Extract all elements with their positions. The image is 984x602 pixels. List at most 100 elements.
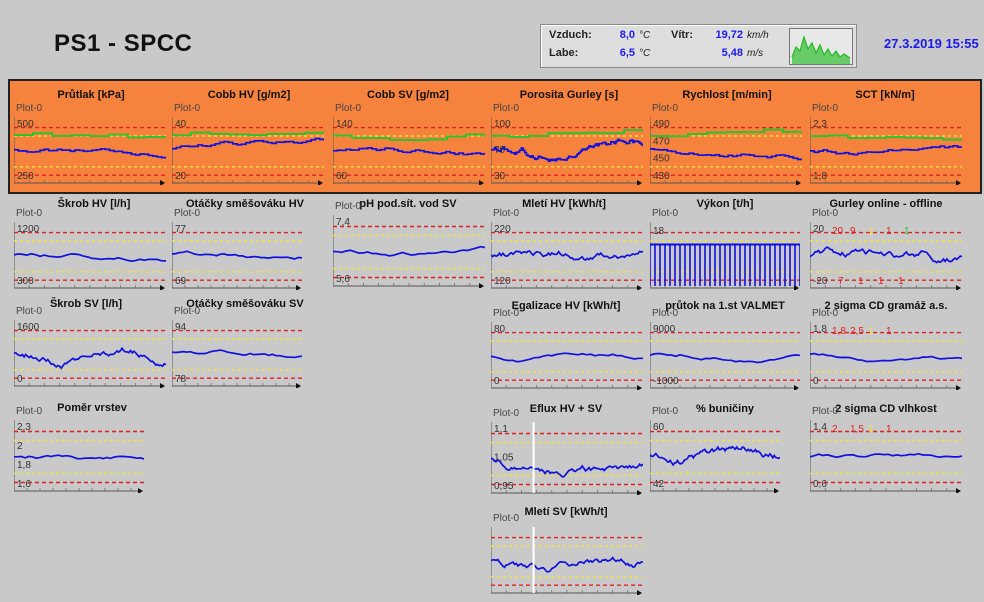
grade-marker: 7 bbox=[838, 276, 844, 287]
panel-title: SCT [kN/m] bbox=[855, 89, 915, 101]
grade-marker: 9 bbox=[850, 226, 856, 237]
panel-title: Otáčky směšováku SV bbox=[186, 298, 304, 310]
panel-title: % buničiny bbox=[695, 403, 755, 415]
axis-arrow bbox=[296, 285, 301, 290]
trend-svg: 140 60 bbox=[333, 117, 485, 185]
axis-arrow bbox=[637, 385, 642, 390]
plot-name: Plot-0 bbox=[812, 103, 839, 114]
wind-trend-graph[interactable] bbox=[789, 28, 853, 65]
air-label: Vzduch: bbox=[549, 29, 592, 41]
trend-plot[interactable]: Plot-0 40 20 bbox=[172, 103, 324, 185]
axis-label: 9000 bbox=[653, 324, 676, 335]
panel-title: Škrob HV [l/h] bbox=[57, 198, 131, 210]
plot-name: Plot-0 bbox=[174, 208, 201, 219]
trace-line bbox=[333, 245, 485, 257]
axis-label: 1,1 bbox=[494, 424, 508, 435]
trace-line bbox=[491, 352, 643, 363]
plot-name: Plot-0 bbox=[16, 208, 43, 219]
axis-arrow bbox=[160, 383, 165, 388]
grade-marker: 1,8 bbox=[832, 326, 846, 337]
trace-line bbox=[810, 246, 962, 264]
trend-svg: 80 0 bbox=[491, 322, 643, 390]
axis-arrow bbox=[956, 488, 961, 493]
trend-plot[interactable]: Plot-0 7,4 5,6 bbox=[333, 201, 485, 288]
grade-marker: 1 bbox=[878, 276, 884, 287]
trend-svg: 220 120 bbox=[491, 222, 643, 290]
plot-name: Plot-0 bbox=[174, 306, 201, 317]
trend-plot[interactable]: Plot-0 1,8 0 1,8 2,5 1 1 bbox=[810, 308, 962, 390]
river-unit: °C bbox=[639, 48, 651, 59]
trend-plot[interactable]: Plot-0 bbox=[491, 513, 643, 595]
panel-title: Škrob SV [l/h] bbox=[49, 298, 123, 310]
trace-line bbox=[333, 147, 485, 156]
plot-name: Plot-0 bbox=[335, 103, 362, 114]
trace-line bbox=[172, 349, 302, 359]
trend-plot[interactable]: Plot-0 220 120 bbox=[491, 208, 643, 290]
trend-plot[interactable]: Plot-0 500 250 bbox=[14, 103, 166, 185]
trend-svg: 18 bbox=[650, 222, 800, 290]
trace-line bbox=[810, 144, 962, 156]
panel-title: Mletí SV [kWh/t] bbox=[524, 506, 608, 518]
target-line bbox=[172, 130, 324, 137]
axis-label: 60 bbox=[653, 422, 665, 433]
grade-marker: 1 bbox=[886, 226, 892, 237]
trend-plot[interactable]: Plot-0 490 470 450 430 bbox=[650, 103, 802, 185]
plot-name: Plot-0 bbox=[16, 103, 43, 114]
panel-title: 2 sigma CD vlhkost bbox=[835, 403, 937, 415]
axis-label: 500 bbox=[17, 119, 34, 130]
trend-svg: 1200 300 bbox=[14, 222, 166, 290]
trend-plot[interactable]: Plot-0 1,1 1,05 0,95 bbox=[491, 408, 643, 495]
grade-marker: 2,5 bbox=[850, 326, 864, 337]
plot-name: Plot-0 bbox=[493, 408, 520, 419]
trend-plot[interactable]: Plot-0 100 70 30 bbox=[491, 103, 643, 185]
trend-plot[interactable]: Plot-0 2,3 1,8 bbox=[810, 103, 962, 185]
plot-name: Plot-0 bbox=[652, 103, 679, 114]
axis-label: 1,8 bbox=[17, 460, 31, 471]
axis-label: 69 bbox=[175, 276, 187, 287]
panel-title: Cobb HV [g/m2] bbox=[207, 89, 291, 101]
trend-plot[interactable]: Plot-0 80 0 bbox=[491, 308, 643, 390]
trend-plot[interactable]: Plot-0 1,4 0,6 2 1,5 1 1 bbox=[810, 406, 962, 493]
axis-label: 2,3 bbox=[813, 119, 827, 130]
trend-plot[interactable]: Plot-0 18 bbox=[650, 208, 800, 290]
trend-svg: 490 470 450 430 bbox=[650, 117, 802, 185]
trend-plot[interactable]: Plot-0 2,3 2 1,8 1,6 bbox=[14, 406, 144, 493]
axis-label: 300 bbox=[17, 276, 34, 287]
axis-arrow bbox=[479, 283, 484, 288]
trend-plot[interactable]: Plot-0 94 78 bbox=[172, 306, 302, 388]
axis-arrow bbox=[479, 180, 484, 185]
trend-plot[interactable]: Plot-0 9000 -1000 bbox=[650, 308, 800, 390]
axis-arrow bbox=[956, 285, 961, 290]
axis-label: 1,05 bbox=[494, 453, 514, 464]
trend-plot[interactable]: Plot-0 77 69 bbox=[172, 208, 302, 290]
grade-marker: 1,5 bbox=[850, 424, 864, 435]
trend-svg: 94 78 bbox=[172, 320, 302, 388]
trend-plot[interactable]: Plot-0 140 60 bbox=[333, 103, 485, 185]
plot-name: Plot-0 bbox=[493, 208, 520, 219]
river-label: Labe: bbox=[549, 47, 579, 59]
wind-trend-svg bbox=[791, 34, 851, 64]
trend-svg: 100 70 30 bbox=[491, 117, 643, 185]
axis-arrow bbox=[637, 490, 642, 495]
trend-plot[interactable]: Plot-0 1600 0 bbox=[14, 306, 166, 388]
plot-name: Plot-0 bbox=[812, 208, 839, 219]
grade-marker: 1 bbox=[886, 326, 892, 337]
trend-svg: 500 250 bbox=[14, 117, 166, 185]
grade-marker: 1 bbox=[868, 424, 874, 435]
grade-marker: 1 bbox=[898, 276, 904, 287]
trend-svg: 2,3 1,8 bbox=[810, 117, 962, 185]
grade-marker: 2 bbox=[832, 424, 838, 435]
trace-bars bbox=[650, 244, 800, 286]
axis-label: 2 bbox=[17, 441, 23, 452]
axis-label: 140 bbox=[336, 119, 353, 130]
wind-kmh-unit: km/h bbox=[747, 30, 769, 41]
trend-plot[interactable]: Plot-0 20 -20 20 9 1 1 1 7 1 1 1 bbox=[810, 208, 962, 290]
trend-plot[interactable]: Plot-0 1200 300 bbox=[14, 208, 166, 290]
trend-plot[interactable]: Plot-0 60 42 bbox=[650, 406, 780, 493]
date-time: 27.3.2019 15:55 bbox=[884, 36, 979, 51]
axis-label: -1000 bbox=[653, 376, 679, 387]
axis-label: 1600 bbox=[17, 322, 40, 333]
trend-svg: 77 69 bbox=[172, 222, 302, 290]
plot-name: Plot-0 bbox=[174, 103, 201, 114]
axis-arrow bbox=[138, 488, 143, 493]
